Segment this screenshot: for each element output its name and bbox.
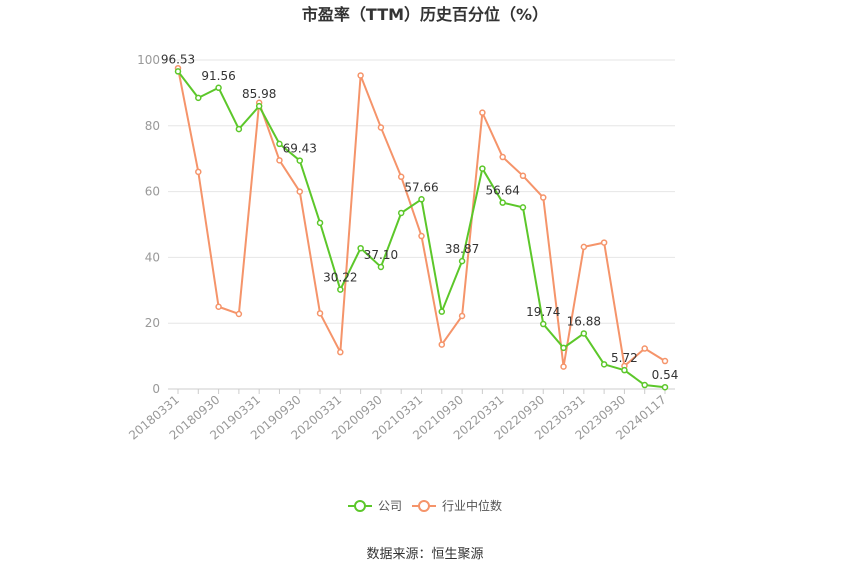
data-point[interactable]: [621, 366, 628, 374]
data-point[interactable]: [560, 363, 567, 370]
data-point[interactable]: [600, 361, 608, 368]
data-point[interactable]: [296, 157, 303, 164]
data-point[interactable]: [499, 153, 506, 161]
data-point[interactable]: [235, 310, 243, 318]
data-label: 19.74: [526, 305, 560, 319]
data-label: 85.98: [242, 87, 276, 101]
data-label: 38.87: [445, 242, 479, 256]
data-label: 96.53: [161, 52, 195, 66]
data-point[interactable]: [255, 102, 263, 110]
data-point[interactable]: [276, 157, 283, 164]
data-point[interactable]: [560, 344, 567, 352]
data-point[interactable]: [235, 125, 243, 133]
data-point[interactable]: [316, 310, 324, 317]
grid: [168, 59, 675, 324]
data-point[interactable]: [438, 341, 446, 348]
data-point[interactable]: [357, 72, 364, 79]
data-point[interactable]: [337, 286, 344, 293]
data-point[interactable]: [418, 196, 425, 203]
data-point[interactable]: [397, 209, 405, 217]
data-label: 0.54: [652, 368, 679, 382]
y-tick-label: 60: [145, 185, 160, 199]
data-point[interactable]: [641, 345, 648, 352]
data-point[interactable]: [479, 109, 486, 116]
legend-swatch-marker: [354, 500, 366, 512]
chart-title: 市盈率（TTM）历史百分位（%）: [302, 5, 548, 24]
data-label: 57.66: [404, 180, 438, 194]
data-labels: 96.53 91.56 85.98 69.43 30.22 37.10 57.66 38.87…: [161, 52, 679, 382]
data-point[interactable]: [438, 308, 446, 315]
legend-label: 公司: [378, 499, 402, 513]
series-layer: [174, 64, 669, 391]
data-point[interactable]: [580, 330, 588, 337]
data-point[interactable]: [276, 140, 283, 148]
series-line-0: [177, 70, 666, 389]
y-tick-label: 0: [152, 382, 160, 396]
data-point[interactable]: [600, 239, 608, 246]
legend-item-0[interactable]: 公司: [348, 499, 402, 513]
legend-item-1[interactable]: 行业中位数: [412, 498, 502, 513]
data-point[interactable]: [337, 348, 344, 356]
legend-label: 行业中位数: [442, 498, 502, 513]
data-point[interactable]: [397, 173, 405, 181]
data-point[interactable]: [418, 232, 425, 240]
data-point[interactable]: [174, 68, 182, 75]
data-point[interactable]: [641, 381, 648, 389]
y-tick-label: 20: [145, 316, 160, 330]
data-label: 30.22: [323, 271, 357, 285]
legend[interactable]: 公司 行业中位数: [348, 498, 502, 513]
data-point[interactable]: [357, 244, 364, 252]
y-tick-label: 100: [137, 53, 160, 67]
data-label: 91.56: [201, 69, 235, 83]
data-point[interactable]: [296, 188, 303, 195]
data-label: 56.64: [485, 184, 519, 198]
data-label: 69.43: [283, 142, 317, 156]
data-point[interactable]: [377, 263, 385, 271]
data-label: 5.72: [611, 351, 638, 365]
y-tick-label: 40: [145, 250, 160, 264]
data-label: 37.10: [364, 248, 398, 262]
x-axis: 2018033120180930201903312019093020200331…: [126, 388, 675, 443]
legend-swatch-marker: [418, 500, 430, 512]
data-point[interactable]: [316, 219, 324, 227]
data-point[interactable]: [458, 257, 466, 265]
y-axis: 0 20 40 60 80 100: [137, 53, 160, 396]
data-point[interactable]: [580, 243, 588, 251]
data-point[interactable]: [661, 357, 669, 365]
data-point[interactable]: [661, 383, 669, 391]
data-point[interactable]: [519, 172, 527, 180]
data-point[interactable]: [540, 320, 547, 328]
data-point[interactable]: [215, 303, 222, 310]
data-point[interactable]: [377, 124, 385, 131]
data-label: 16.88: [567, 314, 601, 328]
data-point[interactable]: [195, 168, 202, 176]
data-point[interactable]: [519, 204, 527, 211]
source-note: 数据来源：恒生聚源: [366, 547, 483, 562]
data-point[interactable]: [215, 84, 222, 92]
data-point[interactable]: [479, 165, 486, 172]
data-point[interactable]: [499, 199, 506, 206]
data-point[interactable]: [540, 194, 547, 201]
y-tick-label: 80: [145, 119, 160, 133]
data-point[interactable]: [458, 312, 466, 320]
data-point[interactable]: [195, 94, 202, 102]
